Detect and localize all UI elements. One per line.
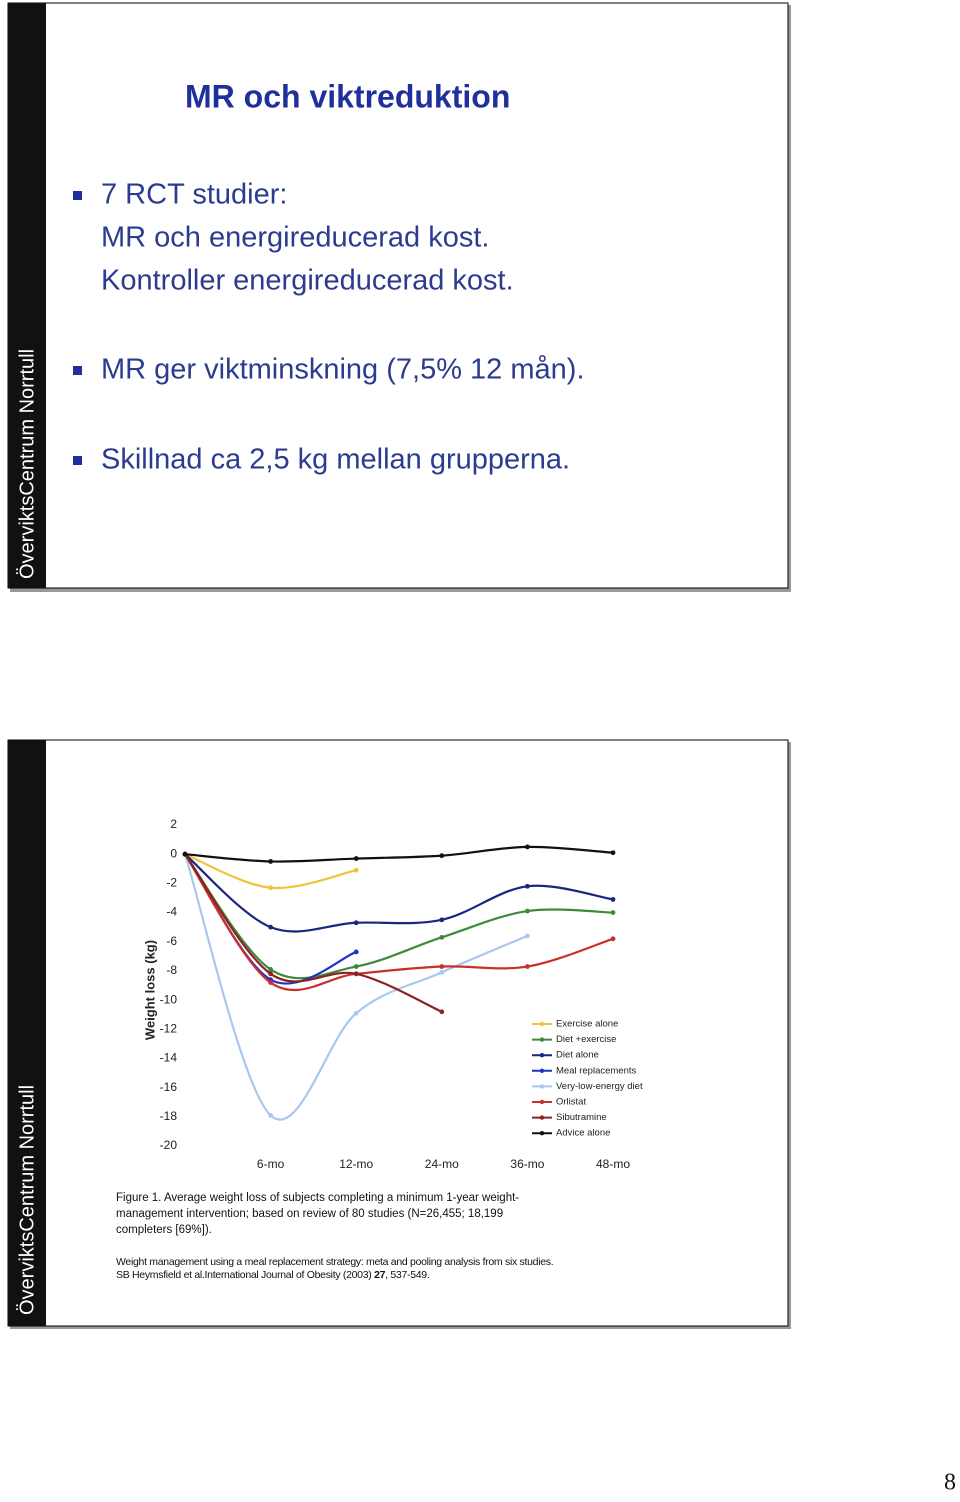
slide — [7, 2, 789, 589]
bullet-text: 7 RCT studier: — [101, 179, 287, 211]
point-marker — [182, 851, 188, 857]
point-marker — [268, 1112, 273, 1118]
point-marker — [268, 924, 273, 930]
x-tick-label: 12-mo — [339, 1157, 373, 1171]
point-marker — [525, 964, 530, 969]
citation: SB Heymsfield et al.International Journa… — [116, 1269, 429, 1281]
point-marker — [353, 867, 359, 873]
point-marker — [268, 980, 273, 985]
x-tick-label: 36-mo — [510, 1157, 544, 1171]
side-label: ÖverviktsCentrum Norrtull — [16, 1085, 38, 1315]
caption-line: completers [69%]). — [116, 1224, 212, 1236]
series-line — [184, 853, 443, 1013]
legend-marker — [539, 1021, 545, 1027]
point-marker — [525, 883, 530, 889]
legend-marker — [539, 1099, 545, 1105]
point-marker — [353, 949, 359, 955]
bullet-text: Kontroller energireducerad kost. — [101, 265, 514, 297]
citation-pages: , 537-549. — [385, 1269, 429, 1281]
point-marker — [439, 1009, 445, 1015]
point-marker — [353, 964, 359, 969]
legend-label: Diet +exercise — [556, 1034, 616, 1045]
bullet-text: MR ger viktminskning (7,5% 12 mån). — [101, 354, 585, 386]
point-marker — [268, 859, 273, 864]
point-marker — [610, 936, 616, 942]
point-marker — [353, 920, 359, 926]
legend-label: Advice alone — [556, 1128, 610, 1139]
legend-marker — [539, 1084, 545, 1089]
bullet-list: 7 RCT studier: MR och energireducerad kos… — [73, 179, 585, 476]
bullet-marker — [73, 191, 82, 200]
point-marker — [439, 934, 445, 940]
caption-line: management intervention; based on review… — [116, 1208, 503, 1220]
slide-title: MR och viktreduktion — [185, 78, 510, 114]
chart: Weight loss (kg) 2 0 -2 -4 -6 -8 -10 -12 -14 -16 -… — [142, 817, 643, 1171]
legend-marker — [539, 1068, 545, 1074]
point-marker — [353, 856, 359, 861]
series-line — [184, 853, 614, 980]
y-tick-label: 2 — [170, 817, 177, 831]
legend-label: Orlistat — [556, 1097, 586, 1108]
y-tick-label: -2 — [166, 876, 177, 890]
series-line — [183, 853, 528, 1121]
x-tick-label: 6-mo — [257, 1157, 285, 1171]
page-number: 8 — [944, 1470, 956, 1496]
legend-label: Sibutramine — [556, 1112, 607, 1123]
point-marker — [353, 971, 359, 977]
series-line — [184, 853, 614, 992]
bullet-marker — [73, 366, 82, 375]
point-marker — [610, 910, 616, 915]
x-tick-label: 24-mo — [425, 1157, 459, 1171]
bullet-text: MR och energireducerad kost. — [101, 222, 489, 254]
legend-marker — [539, 1053, 545, 1058]
legend-label: Very-low-energy diet — [556, 1081, 643, 1092]
point-marker — [439, 969, 445, 975]
y-tick-label: -14 — [160, 1051, 178, 1065]
point-marker — [268, 967, 273, 972]
citation-text: SB Heymsfield et al.International Journa… — [116, 1269, 374, 1281]
point-marker — [439, 853, 445, 859]
point-marker — [439, 964, 445, 969]
legend-label: Diet alone — [556, 1050, 599, 1061]
point-marker — [525, 933, 530, 939]
side-band — [8, 3, 46, 588]
side-label: ÖverviktsCentrum Norrtull — [16, 349, 38, 579]
point-marker — [268, 885, 273, 891]
y-tick-label: -4 — [166, 905, 177, 919]
legend-marker — [539, 1037, 545, 1042]
point-marker — [610, 897, 616, 902]
legend-label: Exercise alone — [556, 1019, 618, 1030]
legend-marker — [539, 1131, 545, 1136]
y-tick-label: -20 — [160, 1138, 178, 1152]
y-tick-label: -12 — [160, 1021, 178, 1035]
point-marker — [268, 971, 273, 977]
point-marker — [610, 850, 616, 856]
side-band — [8, 740, 46, 1326]
bullet-text: Skillnad ca 2,5 kg mellan grupperna. — [101, 444, 570, 476]
bullet-marker — [73, 456, 82, 465]
point-marker — [439, 917, 445, 923]
y-tick-label: -10 — [160, 992, 178, 1006]
citation-volume: 27 — [374, 1269, 386, 1281]
y-tick-label: -6 — [166, 934, 177, 948]
caption-line: Figure 1. Average weight loss of subject… — [116, 1192, 519, 1204]
slide — [7, 739, 789, 1327]
y-axis-label: Weight loss (kg) — [142, 940, 157, 1040]
y-tick-label: -8 — [166, 963, 177, 977]
y-tick-label: 0 — [170, 846, 177, 860]
legend-marker — [539, 1115, 545, 1120]
x-tick-label: 48-mo — [596, 1157, 630, 1171]
point-marker — [525, 844, 530, 850]
y-tick-label: -18 — [160, 1109, 178, 1123]
point-marker — [525, 908, 530, 914]
series-line — [184, 845, 614, 863]
point-marker — [353, 1010, 359, 1016]
series-line — [184, 853, 614, 933]
y-tick-label: -16 — [160, 1080, 178, 1094]
source-line: Weight management using a meal replaceme… — [116, 1256, 553, 1268]
legend-label: Meal replacements — [556, 1065, 637, 1076]
